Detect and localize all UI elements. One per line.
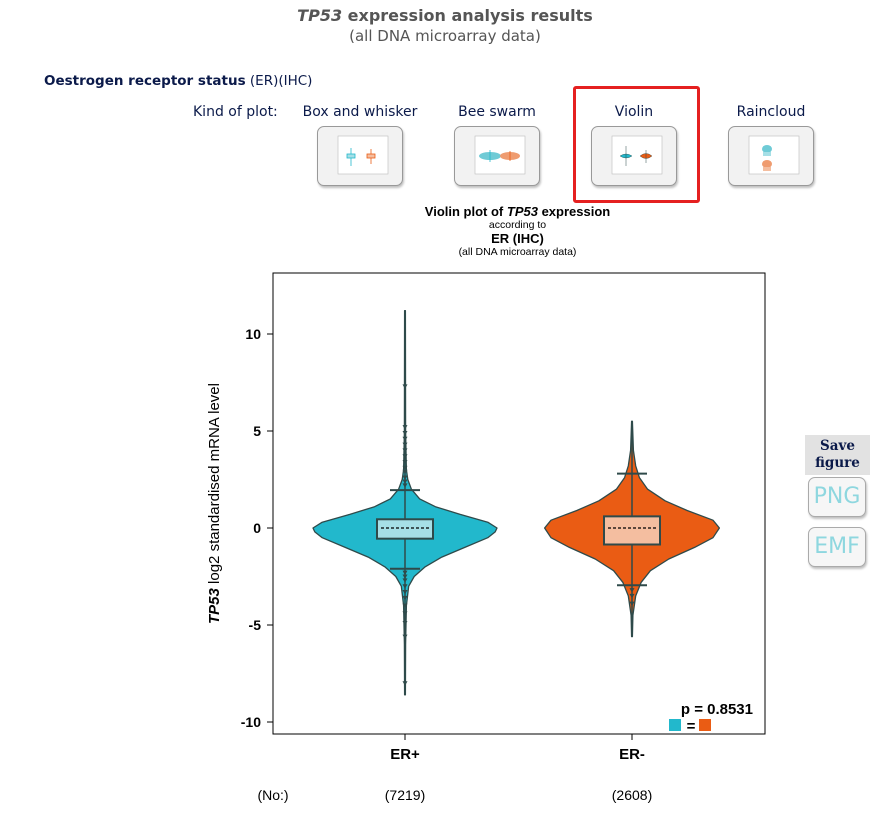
y-axis-label-gene: TP53 (206, 587, 223, 624)
outlier-point-ER+ (402, 634, 408, 640)
outlier-point-ER+ (402, 384, 408, 389)
page-title-rest: expression analysis results (342, 6, 593, 25)
save-png-button[interactable]: PNG (808, 477, 866, 517)
outlier-point-ER+ (402, 603, 408, 609)
chart-title-line1: Violin plot of TP53 expression (0, 204, 890, 219)
section-heading: Oestrogen receptor status (ER)(IHC) (44, 73, 312, 89)
outlier-point-ER+ (402, 436, 408, 442)
legend-swatch-er-pos (669, 719, 681, 731)
section-heading-bold: Oestrogen receptor status (44, 73, 246, 89)
outlier-point-ER+ (402, 475, 408, 481)
outlier-point-ER+ (402, 590, 408, 595)
outlier-point-ER- (629, 588, 635, 593)
raincloud-thumbnail-icon[interactable] (728, 126, 814, 186)
chart-title-line2: according to (488, 219, 547, 231)
p-value-label: p = 0.8531 (681, 701, 753, 718)
section-heading-rest: (ER)(IHC) (245, 73, 313, 89)
chart-title-line4: (all DNA microarray data) (458, 246, 577, 258)
outlier-point-ER+ (402, 479, 408, 484)
outlier-point-ER+ (402, 621, 408, 626)
chart-title-line3: ER (IHC) (491, 231, 544, 246)
x-tick-label: ER- (619, 746, 645, 763)
outlier-point-ER+ (402, 611, 408, 616)
outlier-point-ER+ (402, 454, 408, 459)
outlier-point-ER+ (402, 681, 408, 686)
box-ER- (603, 515, 661, 546)
comparison-sign: = (687, 718, 696, 735)
bee-swarm-thumbnail-icon[interactable] (454, 126, 540, 186)
outlier-point-ER+ (402, 570, 408, 576)
page-subtitle: (all DNA microarray data) (349, 27, 541, 45)
outlier-point-ER+ (402, 430, 408, 436)
y-tick-label: 5 (253, 423, 261, 439)
y-tick-label: 10 (245, 326, 261, 342)
raincloud-mini-chart (748, 135, 800, 175)
y-axis-label: TP53 log2 standardised mRNA level (206, 383, 223, 624)
plot-option-label[interactable]: Violin (614, 104, 654, 120)
bee-swarm-mini-chart (474, 135, 526, 175)
page-title: TP53 expression analysis results (0, 6, 890, 25)
outlier-point-ER+ (402, 574, 408, 579)
box-ER+ (376, 518, 434, 540)
chart-title: Violin plot of TP53 expression according… (0, 204, 890, 258)
box-whisker-thumbnail-icon[interactable] (317, 126, 403, 186)
violin-thumbnail-icon[interactable] (591, 126, 677, 186)
plot-option-violin[interactable]: Violin (574, 104, 694, 186)
plot-option-label[interactable]: Raincloud (736, 104, 806, 120)
outlier-point-ER+ (402, 578, 408, 583)
y-tick-label: -10 (241, 714, 261, 730)
outlier-point-ER+ (402, 442, 408, 448)
plot-kind-label: Kind of plot: (193, 104, 278, 120)
chart-title-prefix: Violin plot of (424, 204, 507, 219)
plot-option-raincloud[interactable]: Raincloud (711, 104, 831, 186)
outlier-point-ER- (629, 593, 635, 599)
plot-frame (272, 272, 766, 735)
outlier-point-ER+ (402, 483, 408, 488)
sample-count-label: (2608) (612, 787, 652, 803)
plot-option-label[interactable]: Box and whisker (302, 104, 418, 120)
plot-option-label[interactable]: Bee swarm (458, 104, 536, 120)
y-axis-label-rest: log2 standardised mRNA level (206, 383, 223, 588)
plot-option-box-whisker[interactable]: Box and whisker (300, 104, 420, 186)
outlier-point-ER+ (402, 595, 408, 601)
outlier-point-ER+ (402, 425, 408, 430)
outlier-point-ER+ (402, 465, 408, 471)
sample-count-header: (No:) (257, 787, 288, 803)
outlier-point-ER+ (402, 448, 408, 453)
plot-option-bee-swarm[interactable]: Bee swarm (437, 104, 557, 186)
page-title-gene: TP53 (297, 6, 343, 25)
y-tick-label: 0 (253, 520, 261, 536)
sample-count-label: (7219) (385, 787, 425, 803)
box-whisker-mini-chart (337, 135, 389, 175)
chart-title-suffix: expression (537, 204, 611, 219)
outlier-point-ER- (629, 601, 635, 607)
outlier-point-ER+ (402, 469, 408, 475)
y-tick-label: -5 (249, 617, 262, 633)
outlier-point-ER+ (402, 460, 408, 465)
legend-swatch-er-neg (699, 719, 711, 731)
x-tick-label: ER+ (390, 746, 420, 763)
outlier-point-ER+ (402, 584, 408, 589)
save-figure-panel: Save figure PNG EMF (805, 435, 870, 567)
save-figure-title: Save figure (805, 435, 870, 475)
chart-title-gene: TP53 (506, 204, 538, 219)
save-emf-button[interactable]: EMF (808, 527, 866, 567)
violin-mini-chart (611, 135, 663, 175)
selected-plot-highlight (573, 86, 700, 203)
